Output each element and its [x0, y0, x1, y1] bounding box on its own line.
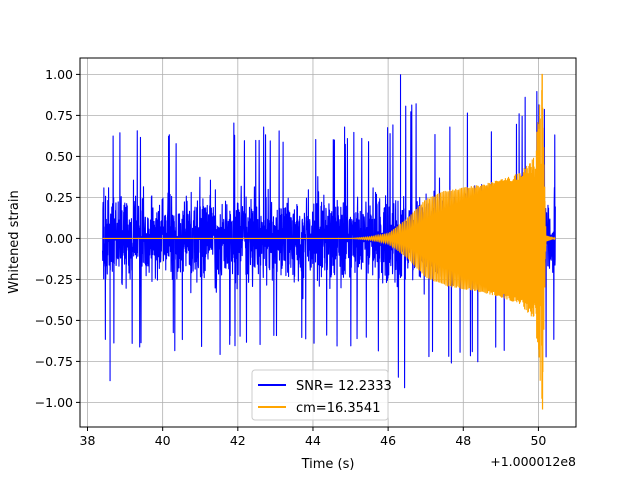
- legend-entry-cm: cm=16.3541: [296, 401, 380, 416]
- x-tick-label: 46: [380, 433, 396, 448]
- y-tick-label: 1.00: [45, 67, 73, 82]
- x-axis-label: Time (s): [301, 457, 355, 472]
- series-layer: [102, 73, 556, 410]
- y-tick-label: −1.00: [35, 395, 73, 410]
- plot-frame: [79, 57, 577, 428]
- series-cm-line: [102, 73, 556, 410]
- y-tick-label: −0.25: [35, 272, 73, 287]
- y-tick-label: 0.75: [45, 108, 73, 123]
- legend: SNR= 12.2333 cm=16.3541: [251, 369, 392, 421]
- x-tick-label: 48: [455, 433, 471, 448]
- y-tick-label: 0.50: [45, 149, 73, 164]
- x-tick-label: 44: [305, 433, 321, 448]
- y-tick-label: −0.75: [35, 354, 73, 369]
- ticks: 38 40 42 44 46 48 50 −1.00 −0.75 −0.50 −0.25 0.00 0.…: [35, 67, 547, 448]
- y-tick-label: −0.50: [35, 313, 73, 328]
- x-tick-label: 50: [530, 433, 546, 448]
- legend-entry-snr: SNR= 12.2333: [296, 379, 392, 394]
- y-tick-label: 0.25: [45, 190, 73, 205]
- x-tick-label: 40: [155, 433, 171, 448]
- x-tick-label: 38: [80, 433, 96, 448]
- x-axis-offset-label: +1.000012e8: [490, 454, 576, 469]
- y-tick-label: 0.00: [45, 231, 73, 246]
- x-tick-label: 42: [230, 433, 246, 448]
- y-axis-label: Whitened strain: [7, 190, 22, 293]
